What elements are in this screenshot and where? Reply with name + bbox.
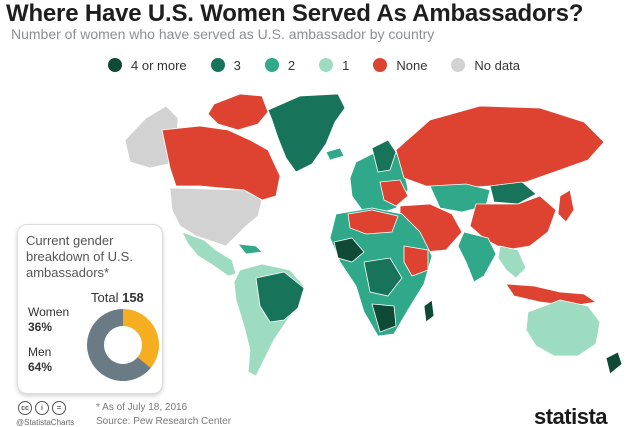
- legend-item-3: 3: [210, 57, 241, 73]
- no-derivatives-icon: =: [52, 401, 66, 415]
- region-north-africa: [347, 209, 399, 235]
- women-pct: 36%: [28, 320, 53, 334]
- donut-slice-men: [87, 309, 151, 381]
- men-label: Men: [28, 345, 52, 359]
- region-china: [469, 195, 557, 251]
- legend-swatch: [373, 58, 388, 72]
- world-map: [124, 93, 623, 377]
- region-scandinavia: [371, 139, 397, 173]
- region-madagascar: [423, 299, 435, 323]
- chart-subtitle: Number of women who have served as U.S. …: [11, 26, 435, 42]
- legend-swatch: [108, 58, 122, 72]
- attribution-icon: i: [35, 401, 49, 415]
- gender-breakdown-panel: Current gender breakdown of U.S. ambassa…: [17, 224, 163, 394]
- region-mexico: [181, 231, 237, 277]
- region-japan: [557, 189, 575, 223]
- chart-title: Where Have U.S. Women Served As Ambassad…: [6, 0, 584, 27]
- legend-label: 4 or more: [131, 57, 187, 73]
- women-label: Women: [28, 305, 70, 319]
- region-brazil: [255, 271, 305, 323]
- statista-logo: statista: [534, 404, 608, 427]
- total-text: Total: [91, 290, 119, 305]
- legend-label: 1: [342, 57, 350, 73]
- total-label: Total 158: [91, 290, 144, 305]
- region-russia: [395, 105, 605, 189]
- men-label-group: Men 64%: [28, 345, 52, 375]
- region-caribbean: [237, 243, 263, 255]
- footnote: * As of July 18, 2016 Source: Pew Resear…: [96, 401, 231, 427]
- region-greenland: [267, 93, 346, 173]
- legend-item-none: None: [373, 58, 427, 73]
- region-australia: [525, 299, 601, 357]
- region-canada: [161, 125, 281, 201]
- region-southern-africa: [371, 303, 397, 333]
- region-india: [457, 231, 497, 283]
- region-iceland: [325, 147, 345, 161]
- legend-swatch: [264, 58, 279, 72]
- total-value: 158: [122, 290, 144, 305]
- donut-chart: [87, 309, 159, 381]
- region-usa: [169, 187, 263, 247]
- region-new-zealand: [605, 351, 623, 375]
- legend-item-2: 2: [264, 57, 296, 73]
- legend-label: None: [396, 57, 428, 73]
- region-arctic-canada: [207, 93, 269, 131]
- license-icons: cc i =: [18, 401, 66, 415]
- women-label-group: Women 36%: [28, 305, 69, 335]
- cc-icon: cc: [18, 401, 32, 415]
- legend-label: 3: [233, 57, 241, 73]
- region-central-africa: [363, 257, 403, 297]
- legend-label: No data: [474, 57, 520, 73]
- legend-item-no-data: No data: [451, 58, 520, 73]
- panel-title: Current gender breakdown of U.S. ambassa…: [26, 233, 133, 280]
- region-mongolia: [489, 181, 537, 205]
- legend-item-4-or-more: 4 or more: [108, 58, 187, 73]
- legend-swatch: [451, 58, 466, 72]
- region-east-africa: [403, 245, 429, 277]
- men-pct: 64%: [28, 360, 53, 374]
- region-west-africa: [333, 237, 365, 263]
- legend-swatch: [210, 58, 225, 72]
- footnote-text: * As of July 18, 2016: [96, 402, 188, 413]
- legend: 4 or more 3 2 1 None No data: [108, 55, 544, 75]
- twitter-handle: @StatistaCharts: [16, 418, 75, 427]
- region-southeast-asia: [497, 245, 527, 279]
- legend-swatch: [319, 58, 334, 72]
- legend-item-1: 1: [319, 58, 349, 73]
- region-eastern-europe: [379, 179, 409, 207]
- region-indonesia: [505, 283, 598, 307]
- legend-label: 2: [287, 57, 296, 73]
- donut-slice-women: [123, 309, 159, 368]
- source-text: Source: Pew Research Center: [96, 416, 232, 427]
